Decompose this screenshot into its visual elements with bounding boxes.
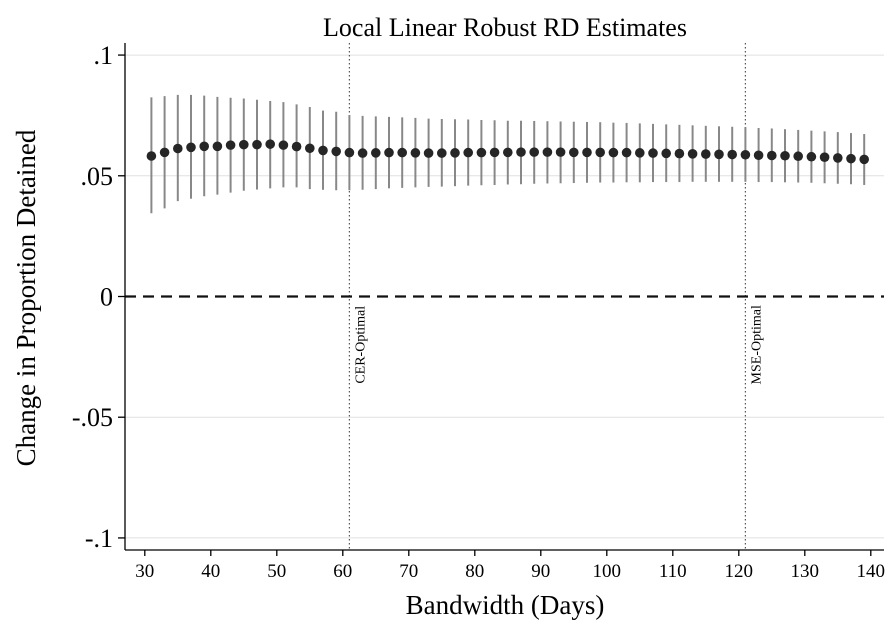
data-point — [687, 149, 698, 159]
data-point — [780, 150, 790, 161]
data-point — [252, 139, 262, 150]
data-point — [542, 147, 553, 157]
y-tick-label: .05 — [81, 162, 114, 191]
data-point — [859, 154, 869, 165]
y-tick-label: -.05 — [72, 403, 113, 432]
data-point — [397, 147, 408, 158]
y-tick-label: -.1 — [85, 524, 113, 553]
data-point — [239, 139, 249, 150]
point-estimates — [146, 139, 869, 165]
data-point — [595, 147, 605, 158]
data-point — [740, 149, 751, 160]
data-point — [423, 148, 434, 158]
data-point — [371, 148, 381, 158]
x-tick-labels: 30 40 50 60 70 80 90 100 110 120 130 140 — [135, 561, 885, 582]
data-point — [635, 148, 645, 158]
data-point — [146, 151, 157, 161]
x-tick-label: 40 — [201, 561, 220, 582]
x-tick-label: 140 — [857, 561, 886, 582]
data-point — [661, 148, 671, 159]
chart-title: Local Linear Robust RD Estimates — [323, 13, 687, 42]
data-point — [489, 147, 500, 158]
data-point — [186, 142, 196, 153]
data-point — [529, 147, 539, 157]
data-point — [344, 147, 355, 158]
data-point — [384, 147, 394, 158]
x-tick-label: 110 — [659, 561, 687, 582]
x-tick-label: 80 — [465, 561, 484, 582]
axes — [118, 43, 884, 556]
vertical-line-label: MSE-Optimal — [749, 305, 764, 384]
y-tick-label: .1 — [94, 41, 114, 70]
data-point — [833, 153, 843, 163]
data-point — [225, 140, 236, 150]
data-point — [357, 148, 368, 158]
data-point — [159, 147, 170, 158]
data-point — [714, 149, 724, 160]
data-point — [410, 148, 421, 158]
data-point — [555, 147, 566, 157]
data-point — [476, 147, 487, 158]
data-point — [767, 150, 777, 161]
data-point — [727, 149, 737, 160]
data-point — [582, 147, 592, 158]
y-tick-labels: .1 .05 0 -.05 -.1 — [72, 41, 113, 553]
data-point — [846, 153, 856, 164]
data-point — [278, 140, 289, 150]
data-point — [819, 152, 830, 162]
data-point — [569, 147, 579, 158]
data-point — [450, 148, 460, 158]
data-point — [318, 145, 328, 156]
data-point — [305, 143, 315, 154]
data-point — [806, 151, 817, 162]
x-tick-label: 90 — [531, 561, 550, 582]
data-point — [173, 143, 183, 154]
data-point — [212, 141, 223, 152]
x-tick-label: 70 — [399, 561, 418, 582]
x-tick-label: 60 — [333, 561, 352, 582]
data-point — [503, 147, 513, 158]
x-tick-label: 100 — [593, 561, 622, 582]
vertical-line-label: CER-Optimal — [353, 306, 368, 384]
data-point — [331, 146, 342, 157]
data-point — [793, 151, 803, 162]
x-tick-label: 120 — [725, 561, 754, 582]
x-tick-label: 130 — [791, 561, 820, 582]
data-point — [701, 149, 711, 159]
x-tick-label: 50 — [267, 561, 286, 582]
data-point — [608, 147, 619, 158]
gridlines — [125, 54, 884, 539]
data-point — [437, 148, 447, 158]
x-tick-label: 30 — [135, 561, 154, 582]
data-point — [463, 147, 474, 158]
data-point — [621, 147, 632, 158]
x-axis-label: Bandwidth (Days) — [406, 590, 605, 620]
data-point — [291, 141, 302, 152]
data-point — [516, 147, 526, 157]
data-point — [674, 148, 685, 159]
y-tick-label: 0 — [100, 283, 113, 312]
data-point — [648, 148, 658, 158]
y-axis-label: Change in Proportion Detained — [11, 129, 41, 466]
data-point — [265, 139, 276, 149]
data-point — [753, 150, 764, 161]
data-point — [199, 141, 209, 152]
